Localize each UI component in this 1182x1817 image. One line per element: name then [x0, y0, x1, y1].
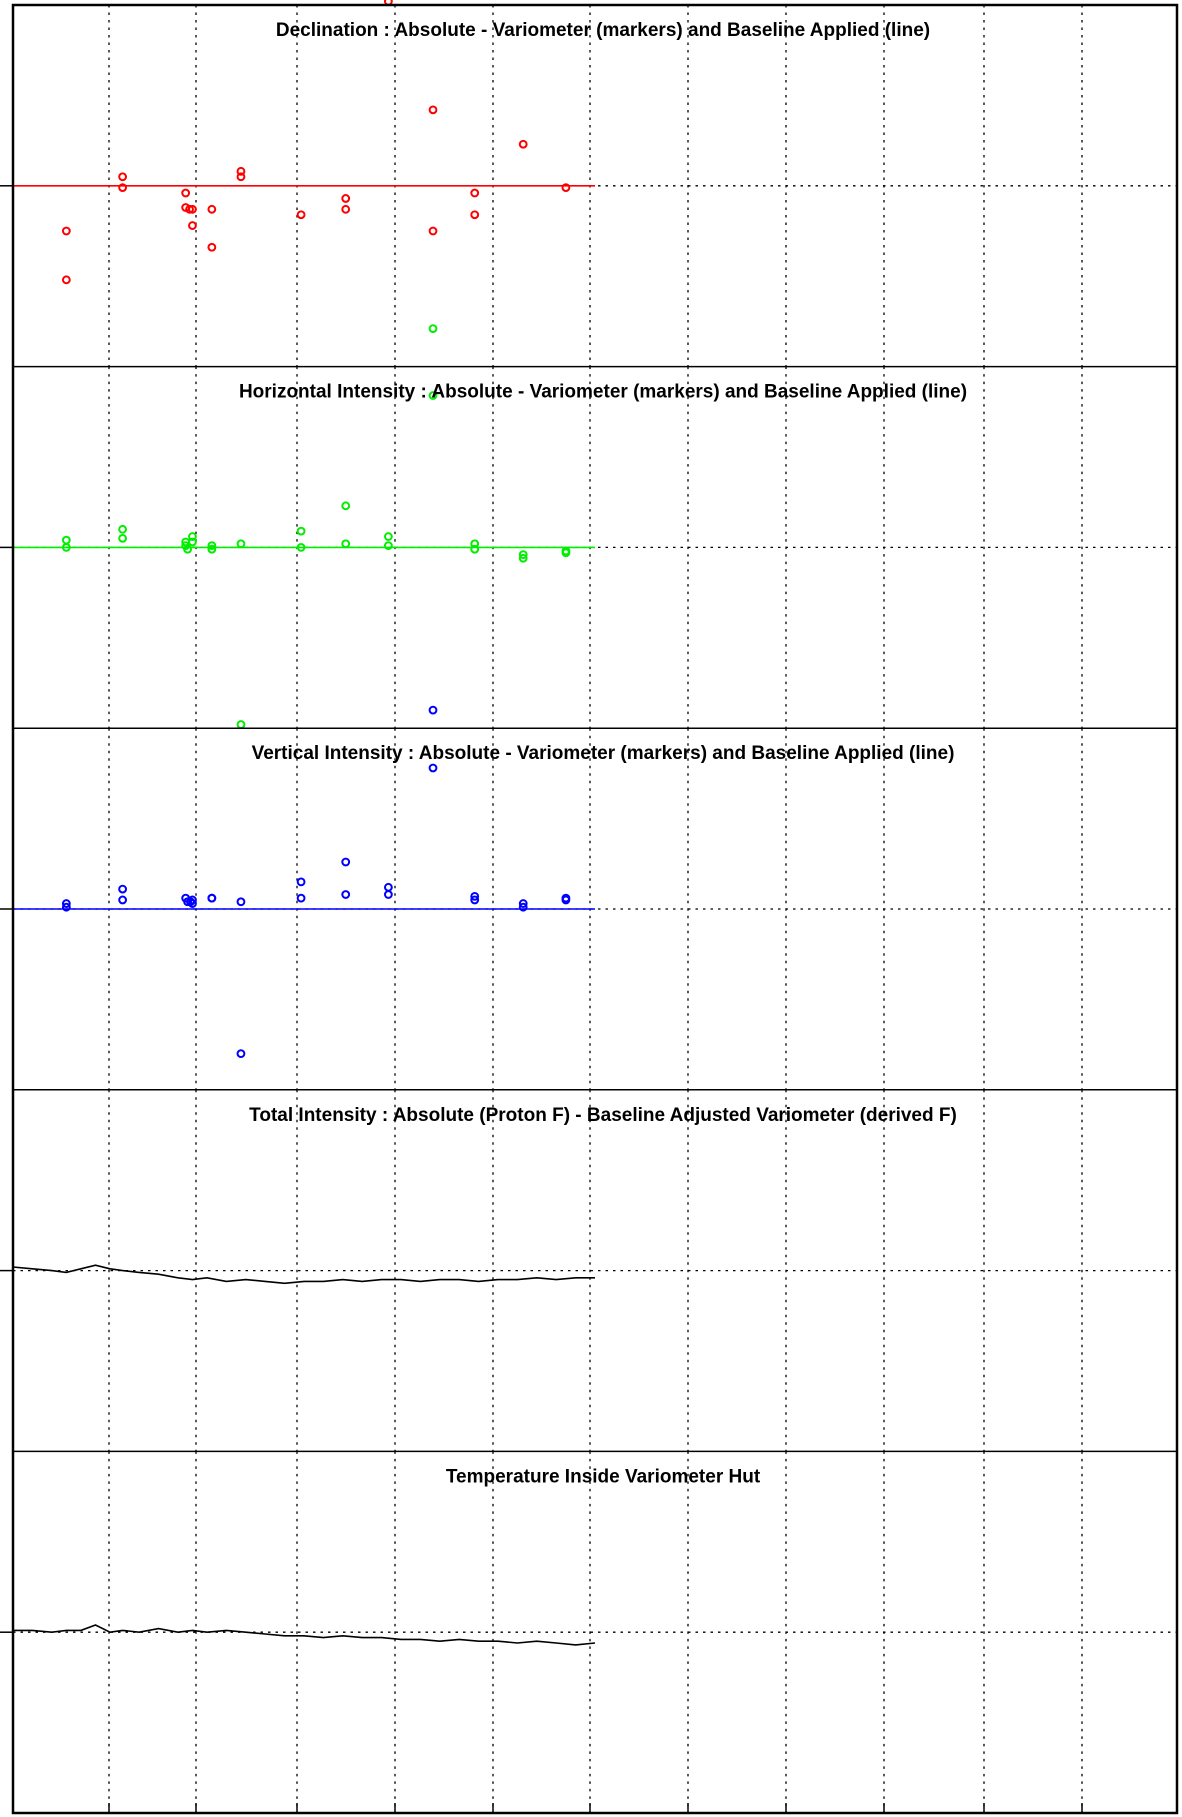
declination-marker: [296, 210, 306, 220]
horizontal-intensity-marker: [236, 539, 246, 549]
total-intensity-series-line: [12, 1264, 595, 1285]
horizontal-intensity-marker: [188, 537, 197, 547]
horizontal-intensity-marker: [383, 541, 393, 550]
vertical-intensity-marker: [236, 897, 246, 907]
figure-frame: [11, 3, 1179, 1815]
vertical-intensity-marker: [383, 890, 393, 899]
declination-marker: [185, 204, 194, 214]
horizontal-intensity-marker: [296, 526, 306, 536]
horizontal-intensity-marker: [561, 548, 571, 558]
declination-marker: [118, 172, 128, 182]
temperature-panel: Temperature Inside Variometer Hut: [0, 1451, 1177, 1813]
declination-panel: Declination : Absolute - Variometer (mar…: [0, 0, 1177, 367]
horizontal-intensity-marker: [518, 553, 528, 563]
temperature-panel-title: Temperature Inside Variometer Hut: [446, 1466, 761, 1487]
declination-marker: [561, 183, 571, 193]
temperature-series-line: [13, 1624, 596, 1646]
horizontal-intensity-marker: [183, 544, 193, 554]
vertical-intensity-marker: [518, 899, 528, 908]
vertical-intensity-marker: [183, 897, 193, 907]
horizontal-intensity-marker: [518, 550, 528, 560]
declination-marker: [188, 204, 197, 214]
vertical-intensity-marker: [470, 891, 480, 901]
total-intensity-panel: Total Intensity : Absolute (Proton F) - …: [0, 1089, 1177, 1452]
declination-marker: [236, 166, 246, 176]
horizontal-intensity-marker: [470, 539, 480, 549]
vertical-intensity-marker: [428, 763, 438, 773]
declination-marker: [341, 194, 351, 203]
vertical-intensity-marker: [186, 897, 195, 907]
horizontal-intensity-marker: [341, 501, 351, 511]
declination-marker: [188, 221, 197, 230]
vertical-intensity-marker: [61, 899, 71, 908]
declination-marker: [428, 226, 438, 236]
horizontal-intensity-marker: [118, 524, 128, 534]
vertical-intensity-marker: [118, 884, 128, 894]
declination-marker: [61, 226, 71, 236]
declination-marker: [236, 172, 246, 182]
declination-marker: [428, 105, 438, 115]
vertical-intensity-marker: [470, 895, 480, 905]
horizontal-intensity-panel: Horizontal Intensity : Absolute - Variom…: [0, 366, 1177, 729]
horizontal-intensity-marker: [207, 541, 217, 550]
vertical-intensity-marker: [188, 895, 197, 905]
vertical-intensity-marker: [296, 893, 306, 903]
declination-marker: [341, 204, 351, 214]
vertical-intensity-panel: Vertical Intensity : Absolute - Variomet…: [0, 728, 1177, 1090]
vertical-intensity-marker: [207, 893, 217, 903]
vertical-intensity-marker: [188, 899, 197, 908]
declination-marker: [207, 242, 217, 252]
total-intensity-panel-title: Total Intensity : Absolute (Proton F) - …: [249, 1105, 957, 1126]
vertical-intensity-marker: [296, 877, 306, 887]
vertical-intensity-marker: [561, 895, 571, 905]
declination-marker: [470, 210, 480, 220]
horizontal-intensity-marker: [207, 544, 217, 554]
horizontal-intensity-marker: [188, 532, 197, 541]
declination-marker: [518, 139, 528, 149]
vertical-intensity-marker: [341, 857, 351, 867]
horizontal-intensity-marker: [470, 544, 480, 554]
horizontal-intensity-marker: [61, 543, 71, 552]
declination-marker: [207, 204, 217, 214]
vertical-intensity-marker: [518, 902, 528, 912]
horizontal-intensity-marker: [383, 532, 393, 541]
horizontal-intensity-marker: [428, 391, 438, 400]
declination-marker: [118, 183, 128, 193]
vertical-intensity-marker: [236, 1049, 246, 1059]
declination-marker: [61, 275, 71, 285]
horizontal-intensity-marker: [341, 539, 351, 549]
declination-marker: [470, 188, 480, 198]
vertical-intensity-panel-title: Vertical Intensity : Absolute - Variomet…: [252, 743, 955, 764]
declination-overlap-marker: [428, 324, 438, 334]
horizontal-intensity-overlap-marker: [428, 705, 438, 715]
horizontal-intensity-panel-title: Horizontal Intensity : Absolute - Variom…: [239, 382, 967, 403]
horizontal-intensity-marker: [118, 533, 128, 543]
horizontal-intensity-marker: [296, 543, 306, 552]
vertical-intensity-marker: [341, 890, 351, 899]
vertical-intensity-marker: [61, 902, 71, 912]
declination-panel-title: Declination : Absolute - Variometer (mar…: [276, 20, 930, 41]
declination-marker: [181, 188, 191, 198]
vertical-intensity-marker: [118, 895, 128, 905]
